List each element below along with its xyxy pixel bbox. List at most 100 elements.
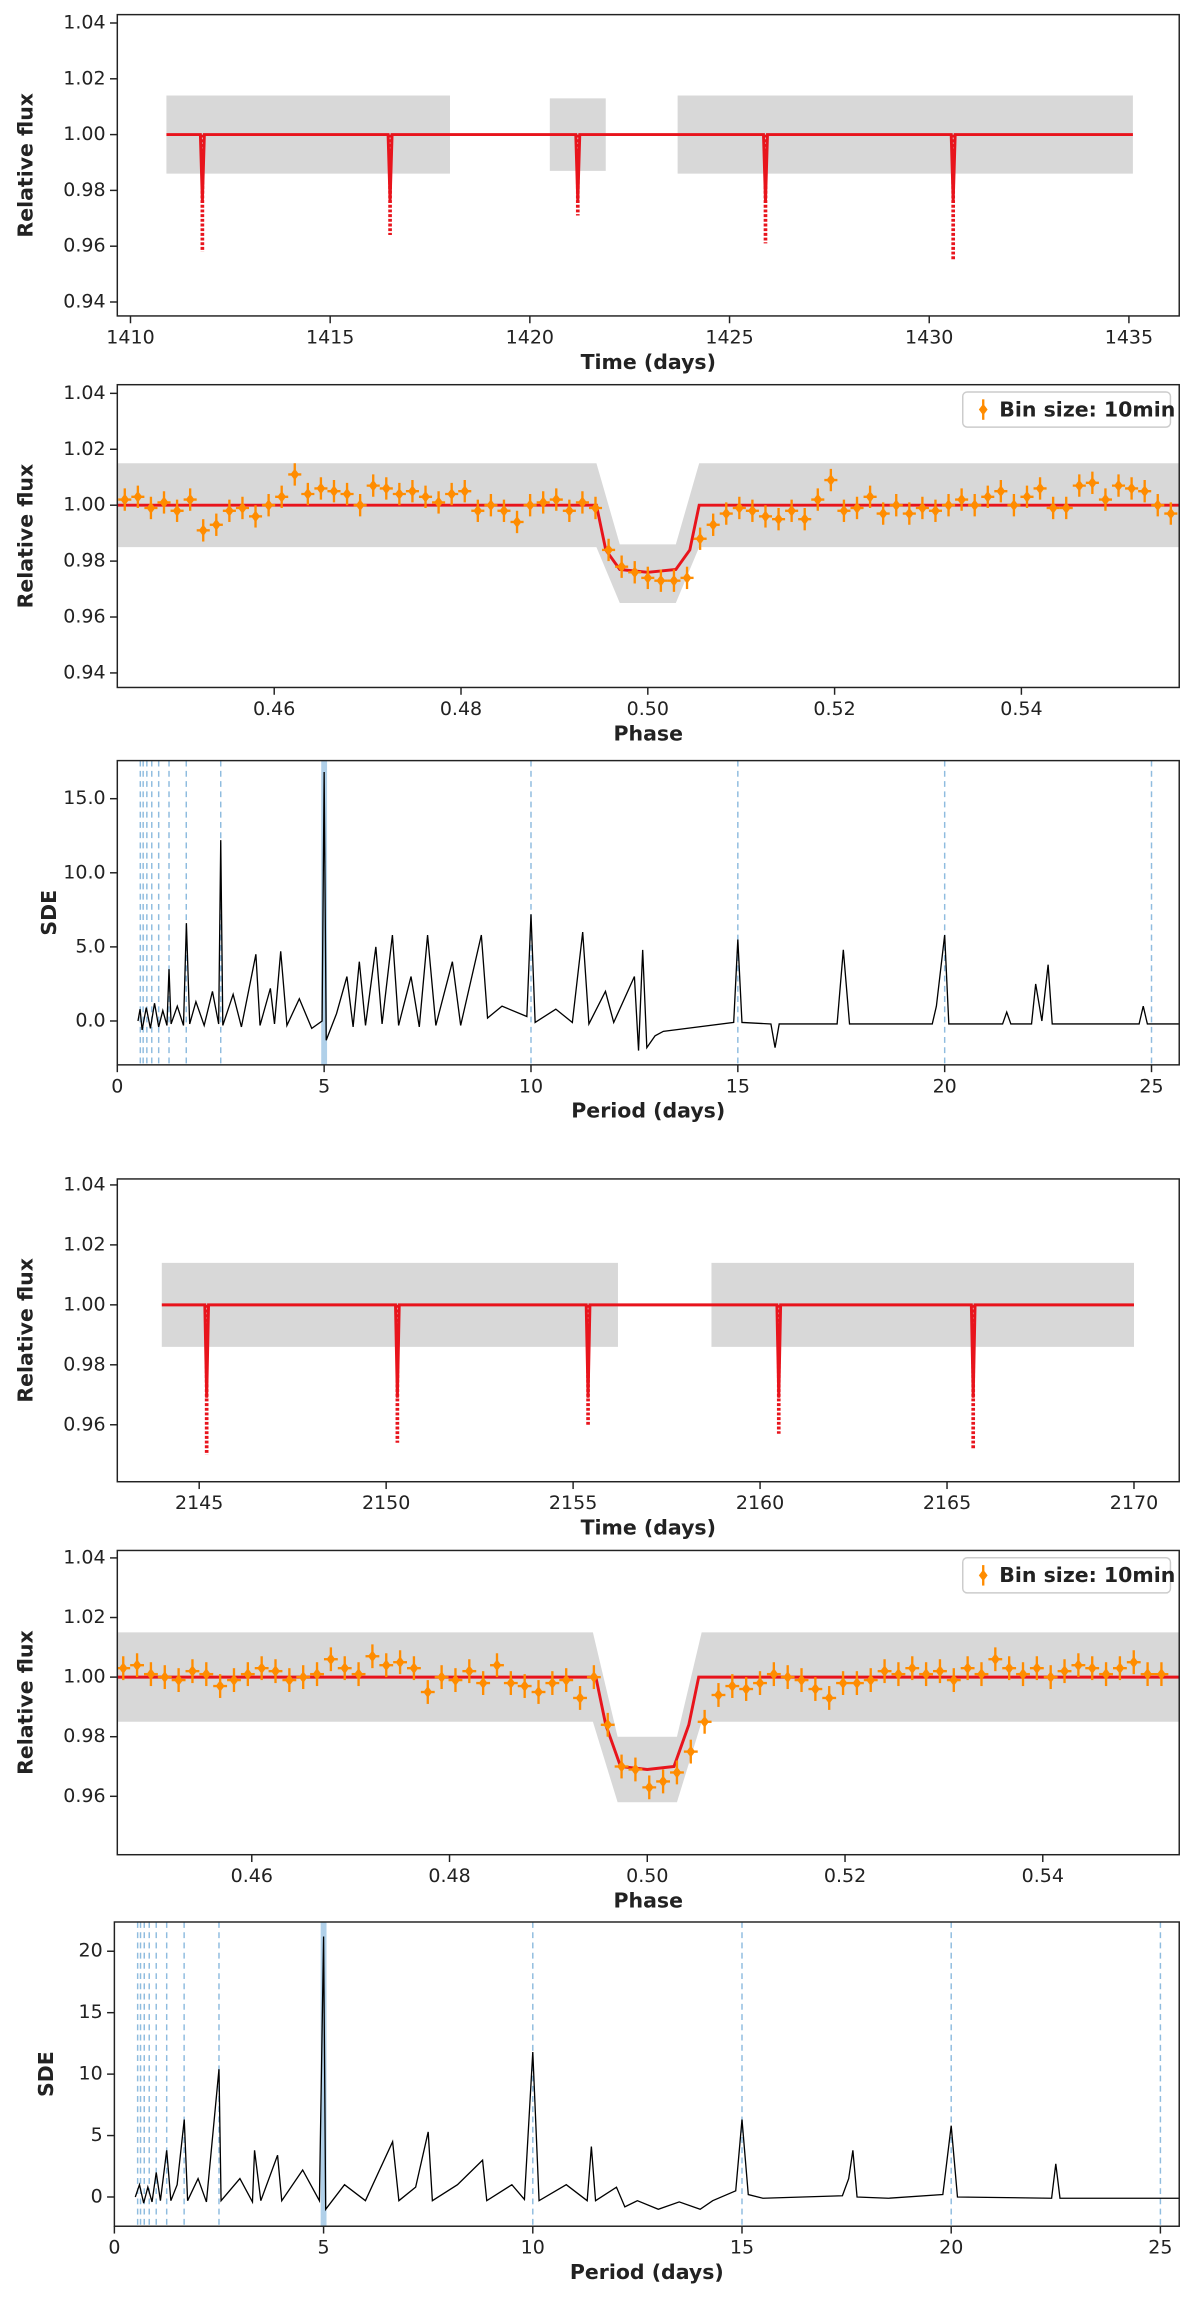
- binned-point: [949, 1674, 959, 1686]
- y-tick-label: 1.04: [63, 1546, 105, 1568]
- binned-point: [243, 1668, 253, 1680]
- y-tick-label: 0.98: [63, 179, 105, 201]
- binned-point: [977, 1668, 986, 1680]
- binned-point: [172, 504, 182, 517]
- binned-point: [1087, 1662, 1097, 1675]
- y-tick-label: 0: [91, 2185, 103, 2207]
- y-axis-label: Relative flux: [14, 464, 38, 609]
- y-tick-label: 1.04: [63, 11, 105, 33]
- x-tick-label: 5: [318, 1075, 330, 1097]
- binned-point: [174, 1674, 183, 1686]
- binned-point: [316, 482, 326, 495]
- binned-point: [534, 1686, 543, 1698]
- y-tick-label: 10.0: [63, 861, 105, 883]
- binned-point: [1046, 1671, 1056, 1683]
- x-tick-label: 25: [1139, 1075, 1163, 1097]
- binned-point: [904, 507, 914, 520]
- legend-box: [962, 1557, 1172, 1594]
- binned-point: [721, 507, 731, 520]
- sde-line: [137, 772, 1180, 1051]
- y-tick-label: 5: [91, 2124, 103, 2146]
- binned-point: [1157, 1668, 1166, 1680]
- binned-point: [787, 504, 797, 517]
- binned-point: [708, 518, 718, 531]
- binned-point: [996, 485, 1006, 498]
- binned-point: [880, 1665, 889, 1678]
- binned-point: [935, 1665, 945, 1678]
- x-tick-label: 5: [318, 2237, 330, 2259]
- binned-point: [298, 1671, 308, 1683]
- binned-point: [944, 499, 953, 512]
- y-tick-label: 10: [78, 2063, 102, 2085]
- binned-point: [473, 504, 483, 517]
- y-tick-label: 20: [78, 1940, 102, 1962]
- x-tick-label: 0.50: [626, 1865, 668, 1887]
- binned-point: [603, 1718, 613, 1731]
- x-tick-label: 1435: [1105, 326, 1153, 348]
- plot-frame: [116, 1549, 1180, 1856]
- x-tick-label: 2170: [1110, 1492, 1158, 1514]
- binned-point: [421, 490, 430, 503]
- x-tick-label: 2145: [175, 1492, 223, 1514]
- x-axis-label: Time (days): [581, 1516, 716, 1540]
- binned-point: [215, 1680, 225, 1692]
- binned-point: [381, 482, 391, 495]
- x-tick-label: 15: [730, 2237, 754, 2259]
- binned-point: [838, 1677, 848, 1689]
- flux-spread: [117, 463, 1180, 604]
- binned-point: [257, 1662, 267, 1675]
- binned-point: [132, 1659, 142, 1672]
- binned-point: [1143, 1668, 1152, 1680]
- y-axis-label: Relative flux: [14, 1258, 38, 1403]
- binned-point: [741, 1683, 751, 1695]
- binned-point: [658, 1775, 668, 1788]
- binned-point: [185, 493, 195, 506]
- binned-point: [852, 502, 862, 514]
- plot-area: [166, 95, 1133, 261]
- binned-point: [329, 485, 339, 498]
- binned-point: [303, 488, 313, 500]
- binned-point: [1061, 502, 1071, 514]
- binned-point: [340, 1662, 350, 1675]
- y-tick-label: 1.04: [63, 382, 105, 404]
- y-tick-label: 0.98: [63, 1725, 105, 1747]
- binned-point: [146, 502, 156, 514]
- binned-point: [160, 1671, 170, 1683]
- x-tick-label: 1425: [705, 326, 753, 348]
- binned-point: [525, 499, 535, 512]
- binned-point: [931, 504, 940, 517]
- y-tick-label: 15: [78, 2001, 102, 2023]
- binned-point: [460, 485, 470, 498]
- x-tick-label: 1415: [306, 326, 354, 348]
- x-tick-label: 0: [111, 1075, 123, 1097]
- y-tick-label: 0.94: [63, 290, 105, 312]
- binned-point: [669, 574, 679, 587]
- plot-frame: [113, 1921, 1180, 2227]
- binned-point: [326, 1653, 336, 1666]
- binned-point: [1022, 490, 1032, 503]
- binned-point: [1127, 482, 1136, 495]
- binned-point: [727, 1680, 737, 1692]
- binned-point: [146, 1668, 156, 1680]
- binned-point: [907, 1662, 917, 1675]
- plot-area: [137, 760, 1180, 1065]
- binned-point: [1153, 499, 1163, 512]
- x-tick-label: 0.46: [253, 698, 295, 720]
- binned-point: [512, 516, 522, 528]
- x-axis-label: Phase: [614, 1889, 683, 1913]
- binned-point: [437, 1671, 447, 1683]
- binned-point: [878, 507, 888, 520]
- binned-point: [963, 1662, 973, 1675]
- plot-frame: [116, 383, 1180, 689]
- x-tick-label: 1410: [106, 326, 154, 348]
- binned-point: [1115, 1662, 1125, 1675]
- y-tick-label: 0.96: [63, 1413, 105, 1435]
- binned-point: [284, 1674, 294, 1686]
- binned-point: [983, 490, 993, 503]
- plot-area: [117, 463, 1180, 604]
- binned-point: [617, 560, 627, 573]
- model-line: [117, 1675, 1180, 1771]
